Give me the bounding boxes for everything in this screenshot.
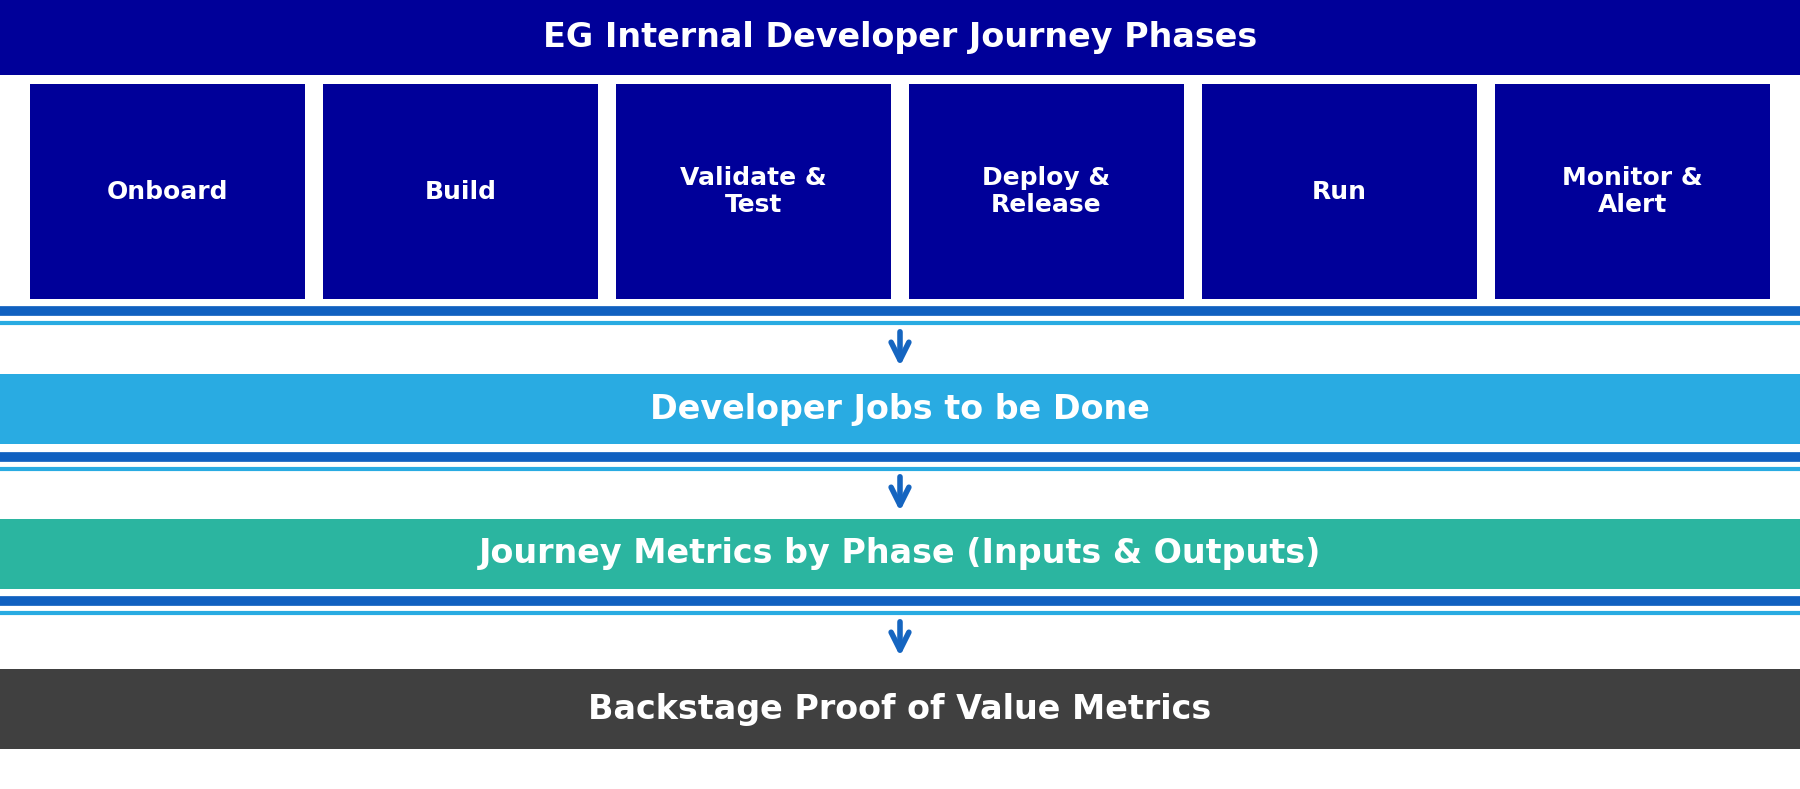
Bar bbox=[0, 669, 1800, 749]
Bar bbox=[0, 0, 1800, 75]
Text: Onboard: Onboard bbox=[106, 180, 229, 204]
Text: Developer Jobs to be Done: Developer Jobs to be Done bbox=[650, 392, 1150, 425]
Bar bbox=[1496, 84, 1769, 299]
Text: EG Internal Developer Journey Phases: EG Internal Developer Journey Phases bbox=[544, 21, 1256, 54]
Text: Journey Metrics by Phase (Inputs & Outputs): Journey Metrics by Phase (Inputs & Outpu… bbox=[479, 537, 1321, 570]
Bar bbox=[1202, 84, 1478, 299]
Text: Deploy &
Release: Deploy & Release bbox=[983, 166, 1111, 218]
Text: Monitor &
Alert: Monitor & Alert bbox=[1562, 166, 1703, 218]
Bar bbox=[31, 84, 304, 299]
Text: Validate &
Test: Validate & Test bbox=[680, 166, 826, 218]
Text: Backstage Proof of Value Metrics: Backstage Proof of Value Metrics bbox=[589, 693, 1211, 726]
Text: Build: Build bbox=[425, 180, 497, 204]
Bar bbox=[0, 519, 1800, 589]
Bar bbox=[909, 84, 1184, 299]
Bar bbox=[616, 84, 891, 299]
Bar bbox=[0, 374, 1800, 444]
Text: Run: Run bbox=[1312, 180, 1366, 204]
Bar bbox=[322, 84, 598, 299]
